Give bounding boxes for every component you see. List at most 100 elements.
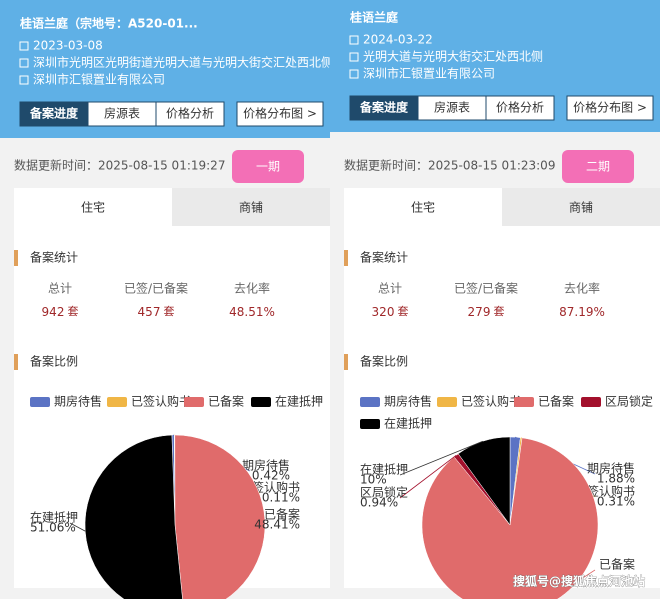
tab-inactive	[172, 188, 330, 226]
phase-badge	[232, 150, 304, 183]
pie-slice	[421, 437, 599, 599]
pie-label-name: 在建抵押	[30, 511, 78, 525]
update-time: 数据更新时间：2025-08-15 01:19:27	[14, 158, 225, 173]
tab-label[interactable]: 备案进度	[359, 100, 409, 115]
developer: 深圳市汇银置业有限公司	[33, 72, 165, 87]
stat-label: 已签/已备案	[454, 281, 518, 296]
legend-label: 已备案	[538, 394, 574, 409]
tab-label[interactable]: 价格分析	[496, 100, 544, 115]
address: 光明大道与光明大街交汇处西北侧	[363, 49, 543, 64]
legend-label: 已签认购书	[131, 394, 191, 409]
legend-swatch	[107, 397, 127, 407]
tab-label[interactable]: 价格分布图 >	[573, 100, 647, 115]
pie-label-name: 区局锁定	[360, 485, 408, 500]
legend-swatch	[514, 397, 534, 407]
property-tab[interactable]: 商铺	[239, 200, 263, 215]
section-mark	[344, 354, 348, 370]
stat-number: 942	[42, 305, 65, 319]
pie-label-name: 期房待售	[242, 458, 290, 473]
pie-slice	[84, 434, 183, 599]
legend-label: 在建抵押	[384, 417, 432, 431]
tab-label[interactable]: 房源表	[104, 106, 140, 121]
section-title: 备案统计	[30, 250, 78, 265]
section-title: 备案比例	[360, 354, 408, 369]
pie-label-value: 48.41%	[254, 518, 300, 532]
pie-label-name: 期房待售	[587, 461, 635, 476]
tab[interactable]	[485, 95, 555, 121]
stat-label: 已签/已备案	[124, 281, 188, 296]
legend-swatch	[30, 397, 50, 407]
pie-label-value: 10%	[360, 473, 387, 487]
stat-number: 48.51%	[229, 305, 275, 319]
pie-label-value: 0.42%	[252, 469, 290, 483]
tab[interactable]	[417, 95, 487, 121]
panel: 桂语兰庭（宗地号：A520-01... 2023-03-08 深圳市光明区光明街道光…	[0, 0, 330, 599]
legend-label: 期房待售	[384, 394, 432, 409]
stat-number: 87.19%	[559, 305, 605, 319]
legend-label: 已备案	[208, 394, 244, 409]
legend-swatch	[360, 419, 380, 429]
tab-label[interactable]: 备案进度	[29, 106, 79, 121]
phase: 二期	[586, 160, 610, 174]
update-time: 数据更新时间：2025-08-15 01:23:09	[344, 158, 555, 173]
stat-unit: 套	[493, 305, 504, 318]
legend-label: 在建抵押	[275, 395, 323, 409]
date: 2023-03-08	[33, 39, 103, 53]
property-tab[interactable]: 商铺	[569, 200, 593, 215]
tab[interactable]	[155, 101, 225, 127]
leader-line	[549, 569, 596, 599]
leader-line	[399, 440, 483, 476]
stat-number: 457	[138, 305, 161, 319]
property-tab[interactable]: 住宅	[81, 200, 105, 215]
phase-badge	[562, 150, 634, 183]
tab-label[interactable]: 价格分布图 >	[243, 106, 317, 121]
tab-label[interactable]: 价格分析	[166, 106, 214, 121]
date: 2024-03-22	[363, 33, 433, 47]
tab-label[interactable]: 房源表	[434, 100, 470, 115]
pie-label-name: 在建抵押	[360, 463, 408, 477]
phase: 一期	[256, 160, 280, 174]
legend-swatch	[581, 397, 601, 407]
pie-label-value: 0.31%	[597, 495, 635, 509]
stat-label: 去化率	[234, 281, 270, 296]
legend-label: 区局锁定	[605, 394, 653, 409]
tab[interactable]	[349, 95, 419, 121]
pie-label-value: 0.11%	[262, 491, 300, 505]
section-mark	[344, 250, 348, 266]
legend-label: 期房待售	[54, 394, 102, 409]
watermark: 搜狐号@搜狐焦点河池站	[513, 574, 645, 589]
legend-swatch	[184, 397, 204, 407]
legend-swatch	[360, 397, 380, 407]
leader-line	[399, 455, 457, 499]
project-title: 桂语兰庭（宗地号：A520-01...	[19, 16, 198, 31]
stat-value: 320 套	[372, 305, 409, 319]
panel: 桂语兰庭 2024-03-22 光明大道与光明大街交汇处西北侧深圳市汇银置业有限公司…	[330, 0, 660, 599]
tab[interactable]	[87, 101, 157, 127]
tab[interactable]	[236, 101, 324, 127]
pie-label-name: 已备案	[264, 507, 300, 522]
stat-unit: 套	[397, 305, 408, 318]
pie-label-value: 1.88%	[597, 472, 635, 486]
leader-line	[69, 522, 86, 532]
legend-swatch	[437, 397, 457, 407]
pie-label-value: 0.94%	[360, 496, 398, 510]
stat-value: 942 套	[42, 305, 79, 319]
section-mark	[14, 354, 18, 370]
icon	[19, 75, 29, 85]
stat-value: 48.51%	[229, 305, 275, 319]
stat-unit: 套	[163, 305, 174, 318]
developer: 深圳市汇银置业有限公司	[363, 66, 495, 81]
stat-value: 87.19%	[559, 305, 605, 319]
stat-value: 457 套	[138, 305, 175, 319]
section-mark	[14, 250, 18, 266]
project-title: 桂语兰庭	[349, 10, 398, 25]
icon	[349, 35, 359, 45]
tab[interactable]	[566, 95, 654, 121]
legend-swatch	[251, 397, 271, 407]
pie-label-name: 已备案	[599, 557, 635, 572]
property-tab[interactable]: 住宅	[411, 200, 435, 215]
stat-label: 总计	[48, 282, 72, 296]
section-title: 备案比例	[30, 354, 78, 369]
